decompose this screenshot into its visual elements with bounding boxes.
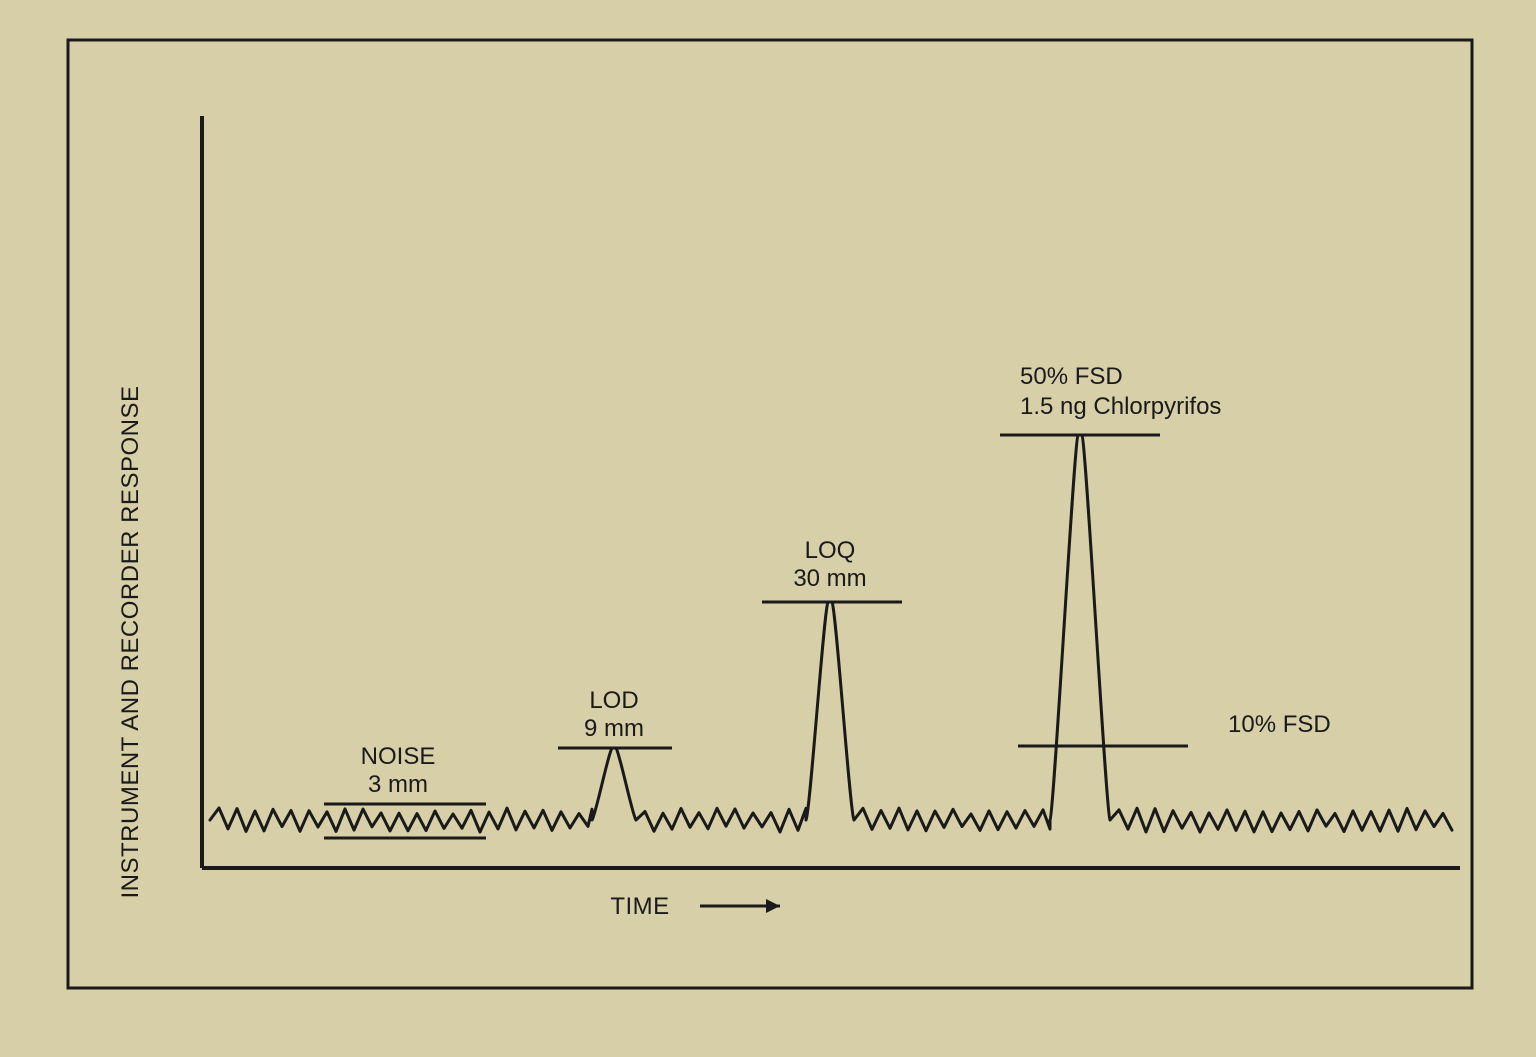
fsd10-label: 10% FSD — [1228, 711, 1331, 738]
chromatogram-diagram: INSTRUMENT AND RECORDER RESPONSE TIME NOIS… — [0, 0, 1536, 1057]
noise-label-2: 3 mm — [368, 771, 428, 798]
page-background — [0, 0, 1536, 1057]
lod-label-1: LOD — [589, 687, 638, 714]
loq-label-2: 30 mm — [793, 565, 866, 592]
noise-label-1: NOISE — [361, 743, 436, 770]
fsd50-label-2: 1.5 ng Chlorpyrifos — [1020, 393, 1221, 420]
lod-label-2: 9 mm — [584, 715, 644, 742]
diagram-svg: INSTRUMENT AND RECORDER RESPONSE TIME NOIS… — [0, 0, 1536, 1057]
fsd50-label-1: 50% FSD — [1020, 363, 1123, 390]
x-axis-label: TIME — [610, 893, 669, 920]
loq-label-1: LOQ — [805, 537, 856, 564]
y-axis-label: INSTRUMENT AND RECORDER RESPONSE — [117, 386, 144, 899]
